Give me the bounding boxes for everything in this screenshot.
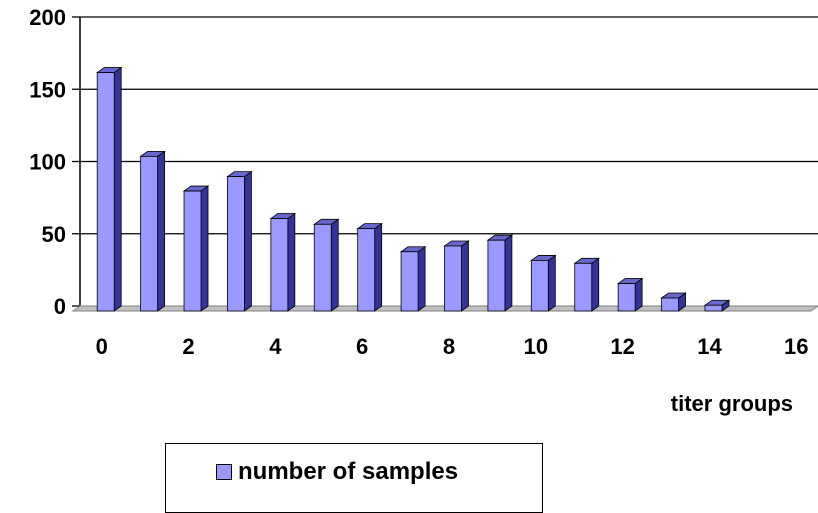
y-tick-label: 50 <box>42 222 66 247</box>
bar <box>530 254 557 312</box>
bar <box>313 218 340 312</box>
y-tick-label: 150 <box>29 77 66 102</box>
bar <box>139 150 166 312</box>
bar <box>356 222 383 312</box>
x-tick-label: 12 <box>610 334 634 359</box>
x-tick-label: 6 <box>356 334 368 359</box>
legend-swatch <box>216 464 232 480</box>
x-tick-labels: 0 2 4 6 8 10 12 14 16 <box>96 334 809 359</box>
bar <box>95 66 123 312</box>
bar <box>486 234 514 312</box>
legend-label: number of samples <box>238 458 459 485</box>
x-tick-label: 10 <box>524 334 548 359</box>
y-tick-label: 0 <box>54 294 66 319</box>
bar <box>703 299 731 312</box>
bar <box>573 257 600 312</box>
y-tick-label: 200 <box>29 5 66 30</box>
x-tick-label: 0 <box>96 334 108 359</box>
bar <box>226 170 253 312</box>
x-tick-label: 8 <box>443 334 455 359</box>
x-tick-label: 4 <box>269 334 282 359</box>
x-tick-label: 16 <box>784 334 808 359</box>
x-tick-label: 2 <box>182 334 194 359</box>
gridlines <box>80 16 818 235</box>
legend: number of samples <box>165 443 543 513</box>
bar <box>443 240 470 312</box>
x-axis-title: titer groups <box>671 391 793 416</box>
y-tick-label: 100 <box>29 150 66 175</box>
y-axis: 0 50 100 150 200 <box>29 5 81 319</box>
x-tick-label: 14 <box>697 334 722 359</box>
bar <box>182 185 210 312</box>
bar <box>399 245 427 312</box>
bars <box>95 66 731 312</box>
bar <box>660 292 687 312</box>
bar <box>269 212 297 312</box>
bar <box>616 277 644 312</box>
